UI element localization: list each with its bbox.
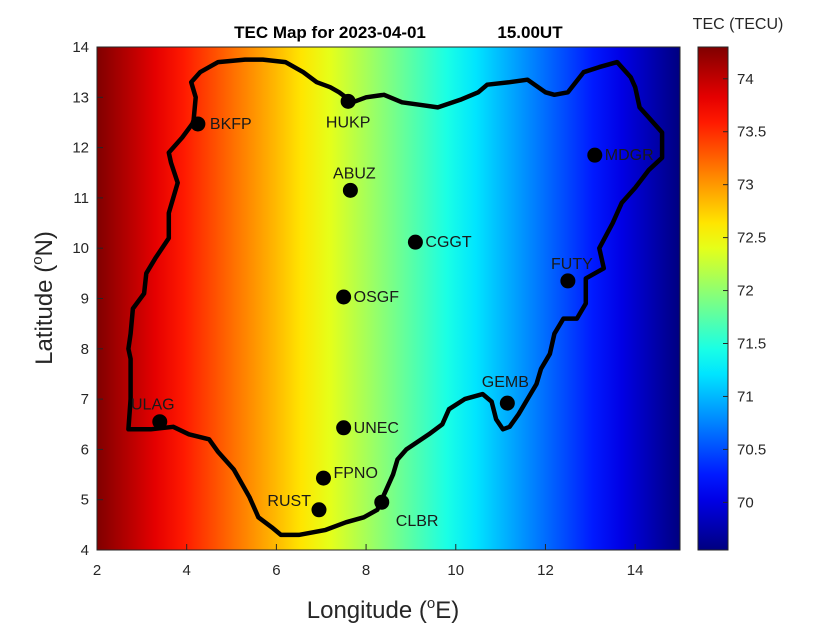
station-label-unec: UNEC bbox=[354, 420, 399, 437]
station-label-futy: FUTY bbox=[551, 256, 593, 273]
station-label-hukp: HUKP bbox=[326, 114, 370, 131]
x-tick-label: 12 bbox=[537, 562, 554, 579]
colorbar-tick-label: 72 bbox=[737, 283, 754, 300]
y-tick-label: 14 bbox=[72, 39, 89, 56]
x-tick-label: 6 bbox=[272, 562, 280, 579]
chart-title: TEC Map for 2023-04-01 bbox=[234, 23, 426, 42]
station-marker-fpno bbox=[315, 470, 331, 486]
y-tick-label: 11 bbox=[73, 190, 89, 207]
station-label-osgf: OSGF bbox=[354, 289, 400, 306]
station-marker-clbr bbox=[374, 494, 390, 510]
station-marker-futy bbox=[560, 273, 576, 289]
station-label-fpno: FPNO bbox=[333, 465, 377, 482]
station-label-mdgr: MDGR bbox=[605, 147, 654, 164]
station-marker-ulag bbox=[152, 414, 168, 430]
x-tick-label: 8 bbox=[362, 562, 370, 579]
y-tick-label: 12 bbox=[72, 140, 89, 157]
colorbar-tick-label: 71.5 bbox=[737, 336, 766, 353]
station-marker-osgf bbox=[336, 289, 352, 305]
colorbar-label: TEC (TECU) bbox=[693, 16, 784, 33]
station-marker-mdgr bbox=[587, 147, 603, 163]
y-tick-label: 9 bbox=[81, 291, 89, 308]
x-tick-label: 2 bbox=[93, 562, 101, 579]
station-label-rust: RUST bbox=[267, 493, 311, 510]
chart-time-label: 15.00UT bbox=[497, 23, 563, 42]
colorbar-tick-label: 70 bbox=[737, 494, 754, 511]
x-axis-unit-suffix: E) bbox=[435, 597, 459, 624]
station-marker-cggt bbox=[407, 234, 423, 250]
colorbar bbox=[697, 46, 729, 551]
y-tick-label: 4 bbox=[81, 542, 89, 559]
station-label-ulag: ULAG bbox=[131, 397, 175, 414]
station-label-clbr: CLBR bbox=[396, 513, 439, 530]
colorbar-tick-label: 71 bbox=[737, 388, 754, 405]
x-tick-label: 10 bbox=[447, 562, 464, 579]
nigeria-boundary bbox=[126, 57, 665, 538]
y-axis-label-name: Latitude bbox=[31, 279, 58, 364]
x-axis-label: Longitude (oE) bbox=[307, 595, 459, 624]
colorbar-tick-label: 72.5 bbox=[737, 230, 766, 247]
tec-field bbox=[97, 47, 680, 550]
colorbar-tick-label: 74 bbox=[737, 71, 754, 88]
y-axis-label: Latitude (oN) bbox=[29, 231, 58, 365]
x-tick-label: 4 bbox=[183, 562, 191, 579]
y-tick-label: 13 bbox=[72, 89, 89, 106]
x-axis-label-name: Longitude bbox=[307, 597, 412, 624]
colorbar-tick-label: 73 bbox=[737, 177, 754, 194]
station-marker-abuz bbox=[342, 182, 358, 198]
y-axis-unit-suffix: N) bbox=[31, 231, 58, 256]
station-marker-gemb bbox=[499, 395, 515, 411]
station-label-abuz: ABUZ bbox=[333, 165, 376, 182]
y-tick-label: 6 bbox=[81, 441, 89, 458]
station-marker-bkfp bbox=[190, 116, 206, 132]
y-tick-label: 7 bbox=[81, 391, 89, 408]
station-label-gemb: GEMB bbox=[482, 374, 529, 391]
station-layer: BKFP HUKP ABUZ MDGR CGGT FUTY OSGF GEMB ULAG UNEC… bbox=[131, 93, 654, 530]
y-tick-label: 5 bbox=[81, 492, 89, 509]
y-tick-label: 10 bbox=[72, 240, 89, 257]
station-marker-unec bbox=[336, 420, 352, 436]
station-marker-rust bbox=[311, 502, 327, 518]
y-axis-degree-sup: o bbox=[29, 256, 46, 264]
colorbar-tick-label: 70.5 bbox=[737, 441, 766, 458]
colorbar-ticks: 70 70.5 71 71.5 72 72.5 73 73.5 74 bbox=[723, 71, 766, 511]
x-axis-degree-sup: o bbox=[427, 595, 435, 612]
colorbar-tick-label: 73.5 bbox=[737, 124, 766, 141]
station-label-cggt: CGGT bbox=[425, 234, 471, 251]
station-marker-hukp bbox=[340, 93, 356, 109]
y-tick-label: 8 bbox=[81, 341, 89, 358]
x-tick-label: 14 bbox=[627, 562, 644, 579]
station-label-bkfp: BKFP bbox=[210, 116, 252, 133]
